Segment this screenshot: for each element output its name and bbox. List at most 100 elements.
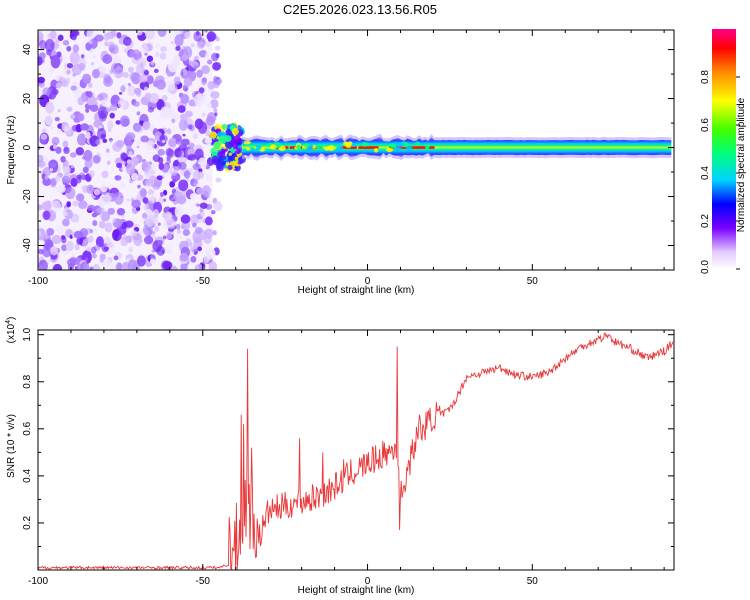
noise-blob — [116, 207, 126, 216]
transition-blob — [235, 149, 241, 155]
noise-blob — [46, 228, 55, 236]
noise-blob — [55, 225, 66, 234]
noise-blob — [215, 36, 220, 42]
noise-blob — [183, 170, 191, 179]
noise-blob — [156, 175, 163, 181]
noise-blob — [110, 94, 121, 107]
carrier-bubble — [336, 145, 344, 151]
noise-blob — [196, 69, 203, 78]
noise-blob — [175, 138, 184, 145]
noise-blob — [139, 188, 147, 198]
noise-blob — [70, 177, 78, 188]
noise-blob — [50, 177, 57, 187]
noise-blob — [107, 41, 115, 49]
transition-blob — [223, 165, 228, 169]
spectrogram-x-axis: -100 -50 0 50 — [28, 30, 665, 287]
noise-blob — [205, 115, 216, 126]
noise-blob — [193, 31, 202, 42]
noise-blob — [166, 70, 172, 78]
carrier-bubble — [388, 143, 397, 148]
noise-blob — [155, 79, 166, 90]
noise-blob — [121, 167, 126, 171]
transition-blob — [234, 156, 239, 161]
transition-blob — [221, 155, 227, 160]
noise-blob — [161, 139, 166, 144]
snr-y-tick-label: 1.0 — [22, 327, 33, 341]
noise-blob — [81, 156, 86, 160]
noise-blob — [78, 62, 86, 71]
transition-blob — [211, 155, 220, 163]
noise-blob — [109, 103, 118, 112]
carrier-bubble — [243, 140, 251, 145]
noise-blob — [38, 32, 44, 41]
colorbar-gradient — [712, 29, 736, 269]
noise-blob — [206, 31, 217, 42]
noise-blob — [201, 77, 207, 86]
noise-blob — [85, 257, 89, 262]
noise-blob — [66, 201, 72, 208]
noise-blob — [179, 235, 183, 239]
noise-blob — [178, 161, 187, 170]
noise-blob — [61, 244, 68, 252]
noise-blob — [150, 258, 156, 265]
noise-blob — [123, 82, 127, 86]
colorbar-tick-label: 0.6 — [700, 118, 711, 132]
noise-blob — [72, 44, 80, 53]
spectrogram-y-tick-label: 0 — [22, 144, 33, 150]
spectrogram-y-tick-label: 20 — [22, 93, 33, 105]
snr-multiplier-close: ) — [6, 317, 17, 320]
noise-blob — [70, 165, 74, 169]
noise-blob — [210, 99, 219, 109]
spectrogram-y-axis: -40 -20 0 20 40 — [22, 44, 674, 271]
noise-blob — [204, 228, 214, 238]
transition-blob — [218, 133, 222, 137]
spectrogram-x-tick-label: 50 — [527, 276, 539, 287]
noise-blob — [201, 112, 206, 118]
noise-blob — [152, 181, 161, 190]
noise-blob — [158, 162, 165, 171]
noise-blob — [212, 62, 222, 71]
noise-blob — [194, 226, 203, 235]
noise-blob — [156, 98, 165, 111]
noise-blob — [194, 264, 205, 270]
spectrogram-y-tick-label: -20 — [22, 189, 33, 204]
noise-blob — [204, 130, 211, 137]
noise-blob — [120, 152, 129, 162]
noise-blob — [102, 194, 112, 203]
noise-blob — [120, 85, 126, 93]
noise-blob — [90, 246, 97, 254]
noise-blob — [131, 172, 139, 181]
noise-blob — [60, 155, 66, 163]
noise-blob — [196, 183, 200, 187]
noise-blob — [38, 204, 43, 211]
noise-blob — [154, 43, 162, 49]
noise-blob — [170, 208, 176, 214]
noise-blob — [130, 230, 138, 236]
noise-blob — [99, 253, 106, 261]
noise-blob — [143, 69, 149, 76]
noise-blob — [138, 74, 148, 83]
noise-blob — [118, 91, 123, 95]
transition-blob — [232, 144, 238, 150]
noise-blob — [135, 64, 145, 74]
spectrogram-y-axis-label: Frequency (Hz) — [6, 116, 17, 185]
noise-blob — [73, 200, 79, 207]
noise-blob — [206, 102, 212, 108]
snr-y-tick-label: 0.2 — [22, 516, 33, 530]
noise-blob — [92, 220, 98, 227]
noise-blob — [38, 76, 45, 84]
noise-blob — [107, 120, 114, 129]
snr-multiplier-label: (x104) — [5, 317, 17, 344]
noise-blob — [128, 151, 133, 156]
noise-blob — [38, 56, 43, 66]
noise-blob — [92, 264, 101, 270]
noise-blob — [85, 42, 92, 51]
noise-blob — [165, 147, 174, 157]
noise-blob — [86, 247, 92, 252]
colorbar: 0.0 0.2 0.4 0.6 0.8 Normalized spectral ampl… — [700, 29, 747, 274]
carrier-bubble — [256, 144, 262, 150]
noise-blob — [49, 67, 55, 74]
noise-blob — [175, 223, 181, 230]
noise-blob — [149, 254, 156, 260]
